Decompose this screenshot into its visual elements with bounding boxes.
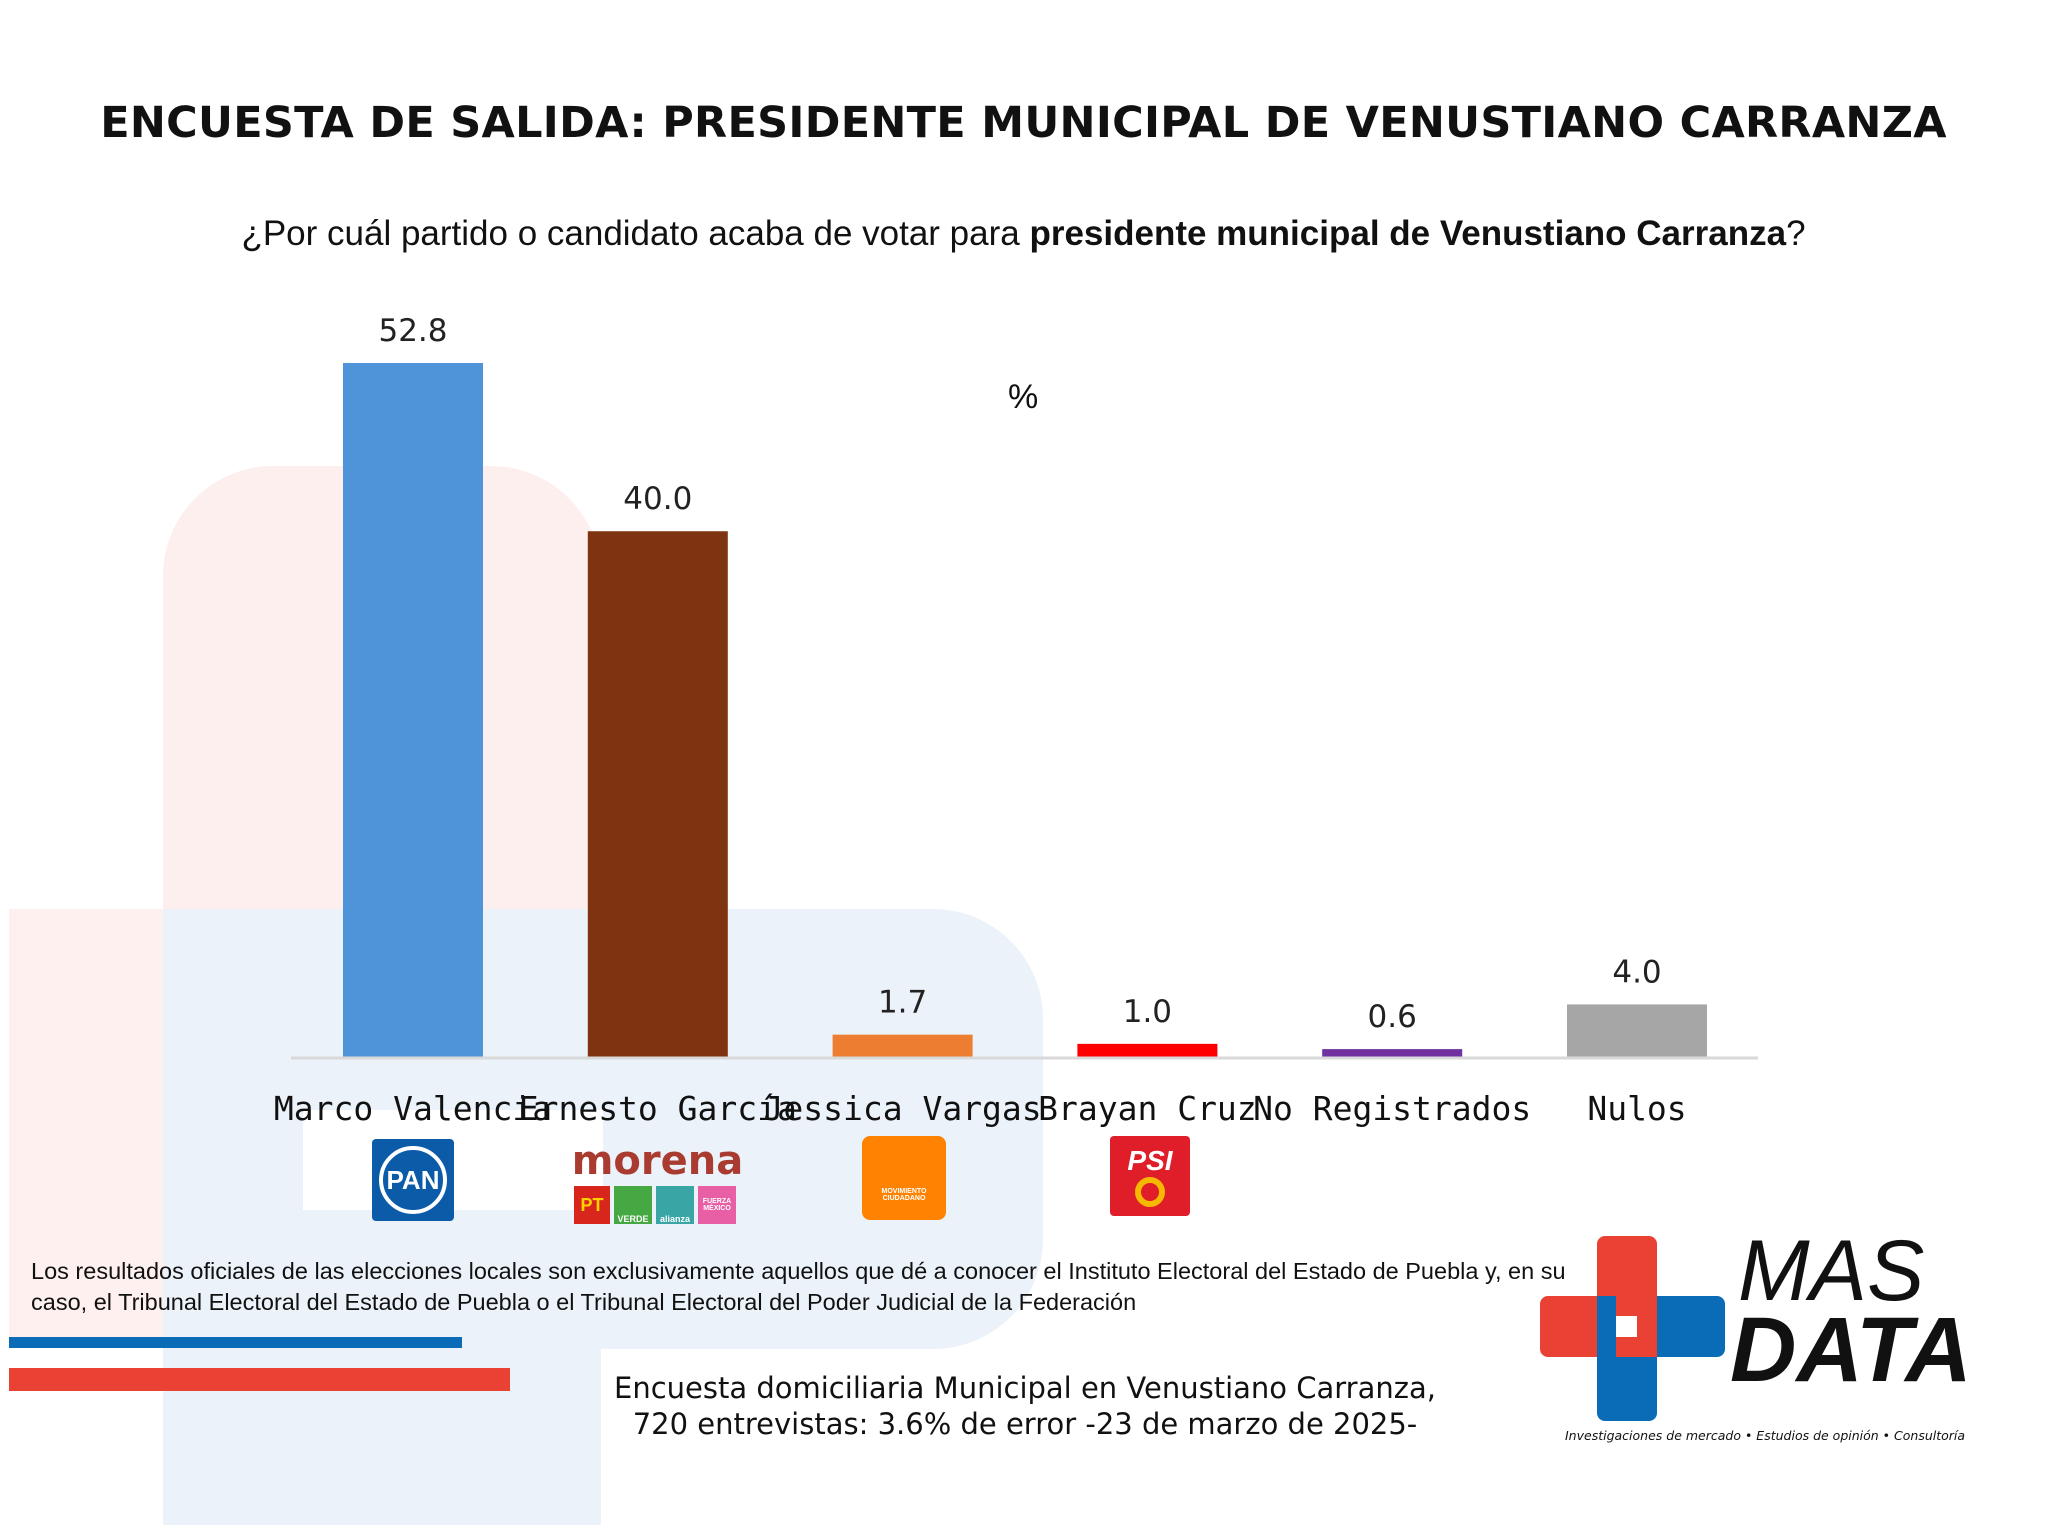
psi-logo: PSI	[1110, 1136, 1190, 1216]
data-label: 40.0	[623, 481, 692, 517]
subtitle-prefix: ¿Por cuál partido o candidato acaba de v…	[241, 214, 1030, 253]
pan-logo: PAN	[372, 1139, 454, 1221]
footer-line-1: Encuesta domiciliaria Municipal en Venus…	[614, 1371, 1436, 1405]
brand-name-top: MAS	[1738, 1223, 1925, 1319]
bar	[343, 363, 483, 1057]
movimiento-ciudadano-logo: MOVIMIENTO CIUDADANO	[862, 1136, 946, 1220]
category-label: Brayan Cruz	[1038, 1089, 1257, 1128]
category-label: Jessica Vargas	[764, 1089, 1042, 1128]
survey-footer: Encuesta domiciliaria Municipal en Venus…	[480, 1370, 1570, 1442]
fuerza-mexico-logo: FUERZA MÉXICO	[698, 1186, 736, 1224]
pt-logo: PT	[574, 1186, 610, 1224]
chart-subtitle: ¿Por cuál partido o candidato acaba de v…	[0, 214, 2047, 254]
category-label: No Registrados	[1253, 1089, 1531, 1128]
brand-name-bottom: DATA	[1730, 1299, 1972, 1401]
psi-logo-text: PSI	[1127, 1145, 1173, 1176]
footer-line-2: 720 entrevistas: 3.6% de error -23 de ma…	[632, 1407, 1418, 1441]
bar	[1322, 1049, 1463, 1057]
blue-stripe	[9, 1337, 462, 1348]
cross-white-square	[1616, 1316, 1637, 1337]
psi-swirl-icon	[1135, 1177, 1165, 1207]
pan-logo-text: PAN	[379, 1146, 447, 1214]
data-label: 52.8	[378, 313, 447, 349]
chart-title: ENCUESTA DE SALIDA: PRESIDENTE MUNICIPAL…	[100, 98, 1947, 148]
category-label: Ernesto García	[519, 1089, 797, 1128]
morena-logo: morena	[571, 1138, 744, 1184]
masdata-logo: MAS DATA Investigaciones de mercado • Es…	[1540, 1228, 1980, 1456]
unit-label: %	[1008, 378, 1039, 416]
bar	[1567, 1004, 1707, 1057]
bar	[832, 1034, 973, 1057]
brand-tagline: Investigaciones de mercado • Estudios de…	[1565, 1428, 1966, 1443]
disclaimer: Los resultados oficiales de las eleccion…	[31, 1258, 1566, 1315]
data-label: 1.0	[1123, 994, 1172, 1030]
bar	[587, 531, 728, 1057]
subtitle-suffix: ?	[1786, 214, 1806, 253]
red-stripe	[9, 1368, 510, 1391]
category-label: Marco Valencia	[274, 1089, 552, 1128]
category-label: Nulos	[1587, 1089, 1686, 1128]
bar	[1077, 1043, 1218, 1057]
data-label: 0.6	[1368, 999, 1417, 1035]
verde-logo: VERDE	[614, 1186, 652, 1224]
data-label: 1.7	[878, 985, 927, 1021]
alianza-logo: alianza	[656, 1186, 694, 1224]
subtitle-bold: presidente municipal de Venustiano Carra…	[1029, 214, 1787, 253]
data-label: 4.0	[1612, 954, 1661, 990]
